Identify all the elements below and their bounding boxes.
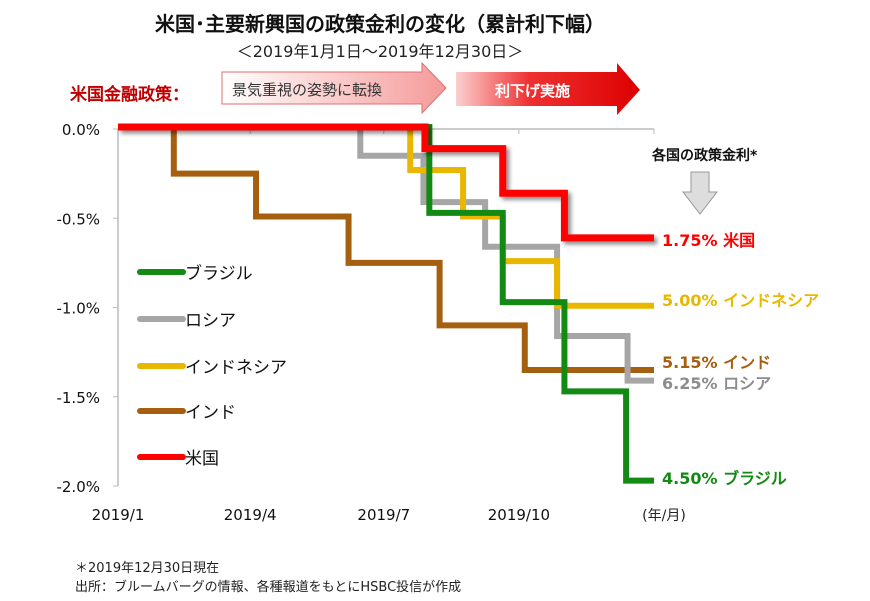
policy-arrow-2-label: 利下げ実施: [495, 82, 570, 100]
legend-label: ブラジル: [185, 263, 253, 284]
end-label: 5.15% インド: [662, 353, 771, 372]
rates-header: 各国の政策金利*: [651, 147, 758, 164]
series-line-4: [118, 123, 654, 242]
legend-label: ロシア: [185, 311, 236, 331]
end-label: 1.75% 米国: [662, 231, 755, 250]
x-tick-label: 2019/10: [488, 506, 550, 524]
legend-label: 米国: [185, 449, 219, 469]
note-asof: ＊2019年12月30日現在: [75, 561, 220, 576]
end-label: 5.00% インドネシア: [662, 291, 819, 310]
end-label: 6.25% ロシア: [662, 374, 771, 393]
series-line-2: [118, 124, 654, 309]
y-tick-label: -2.0%: [56, 478, 100, 496]
policy-label: 米国金融政策：: [70, 85, 189, 105]
y-tick-label: 0.0%: [62, 121, 100, 139]
x-tick-label: 2019/7: [357, 506, 410, 524]
policy-arrow-1: 景気重視の姿勢に転換: [221, 61, 447, 115]
policy-arrow-1-label: 景気重視の姿勢に転換: [232, 81, 382, 99]
series-line-1: [118, 124, 654, 384]
chart-subtitle: ＜2019年1月1日～2019年12月30日＞: [236, 42, 524, 61]
y-tick-label: -1.5%: [56, 389, 100, 407]
series-line-3: [118, 124, 654, 373]
policy-arrow-2: 利下げ実施: [456, 63, 640, 115]
chart-title: 米国･主要新興国の政策金利の変化（累計利下幅）: [155, 12, 605, 36]
y-tick-label: -1.0%: [56, 300, 100, 318]
end-label: 4.50% ブラジル: [662, 469, 787, 488]
legend-label: インドネシア: [185, 358, 287, 378]
x-tick-label: 2019/4: [224, 506, 277, 524]
x-axis-label: (年/月): [642, 508, 686, 524]
x-tick-label: 2019/1: [92, 506, 145, 524]
note-source: 出所：ブルームバーグの情報、各種報道をもとにHSBC投信が作成: [75, 580, 462, 595]
series-line-0: [118, 124, 654, 484]
legend-label: インド: [185, 403, 236, 423]
y-tick-label: -0.5%: [56, 210, 100, 228]
down-arrow-icon: [681, 171, 719, 215]
